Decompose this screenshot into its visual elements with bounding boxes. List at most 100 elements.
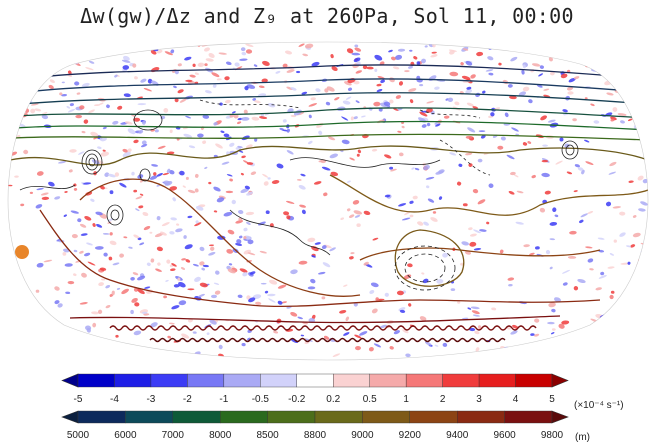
- wave-speckle: [282, 119, 287, 123]
- wave-speckle: [182, 185, 186, 188]
- wave-speckle: [132, 272, 139, 276]
- wave-speckle: [449, 152, 457, 156]
- wave-speckle: [608, 171, 616, 175]
- wave-speckle: [43, 69, 48, 74]
- wave-speckle: [73, 187, 78, 191]
- wave-speckle: [195, 205, 204, 211]
- wave-speckle: [75, 50, 84, 56]
- wave-speckle: [48, 84, 54, 90]
- wave-speckle: [23, 97, 30, 101]
- wave-speckle: [311, 61, 320, 67]
- wave-speckle: [585, 246, 593, 249]
- wave-speckle: [14, 297, 21, 303]
- wave-speckle: [213, 282, 220, 285]
- wave-speckle: [169, 231, 175, 235]
- wave-speckle: [134, 76, 138, 80]
- wave-speckle: [21, 80, 28, 85]
- colorbar-tick-label: 8800: [304, 430, 327, 441]
- wave-speckle: [175, 228, 183, 233]
- wave-speckle: [84, 215, 92, 221]
- wave-speckle: [371, 308, 378, 314]
- wave-speckle: [94, 104, 101, 107]
- wave-speckle: [8, 113, 17, 117]
- wave-speckle: [204, 47, 210, 52]
- wave-speckle: [610, 290, 615, 294]
- colorbar-swatch: [478, 373, 516, 388]
- wave-speckle: [284, 50, 293, 55]
- wave-speckle: [17, 62, 21, 66]
- wave-speckle: [180, 267, 186, 270]
- wave-speckle: [397, 48, 406, 52]
- wave-speckle: [95, 211, 103, 216]
- wave-speckle: [408, 65, 413, 69]
- wave-speckle: [117, 105, 123, 110]
- wave-speckle: [482, 90, 486, 94]
- wave-speckle: [597, 61, 602, 66]
- wave-speckle: [164, 180, 173, 186]
- wave-speckle: [507, 84, 513, 88]
- wave-speckle: [334, 96, 340, 101]
- wave-speckle: [241, 51, 247, 56]
- wave-speckle: [457, 300, 461, 304]
- wave-speckle: [424, 45, 428, 48]
- wave-speckle: [577, 167, 584, 171]
- wave-speckle: [443, 115, 450, 119]
- wave-speckle: [127, 128, 136, 135]
- wave-speckle: [322, 262, 331, 268]
- wave-speckle: [48, 181, 55, 187]
- wave-speckle: [470, 306, 480, 310]
- wave-speckle: [517, 355, 523, 360]
- wave-speckle: [587, 211, 594, 214]
- wave-speckle: [375, 297, 380, 302]
- wave-speckle: [32, 59, 42, 64]
- wave-speckle: [109, 50, 113, 54]
- wave-speckle: [190, 44, 196, 46]
- wave-speckle: [549, 221, 558, 226]
- wave-speckle: [234, 62, 240, 67]
- wave-speckle: [195, 220, 199, 224]
- wave-speckle: [343, 284, 348, 287]
- wave-speckle: [160, 351, 166, 356]
- wave-speckle: [310, 97, 316, 101]
- wave-speckle: [389, 99, 394, 104]
- colorbar-swatch: [457, 410, 505, 424]
- wave-speckle: [527, 141, 532, 144]
- wave-speckle: [202, 140, 207, 144]
- wave-speckle: [29, 191, 33, 194]
- wave-speckle: [121, 59, 131, 63]
- wave-speckle: [211, 72, 220, 78]
- wave-speckle: [616, 334, 621, 339]
- wave-speckle: [40, 43, 45, 46]
- wave-speckle: [562, 109, 568, 113]
- wave-speckle: [302, 53, 309, 57]
- wave-speckle: [627, 261, 631, 265]
- wave-speckle: [236, 239, 242, 244]
- colorbar-swatch: [260, 373, 297, 388]
- wave-speckle: [298, 184, 306, 190]
- wave-speckle: [241, 342, 246, 347]
- wave-speckle: [244, 85, 249, 91]
- wave-speckle: [59, 92, 63, 96]
- wave-speckle: [325, 101, 331, 106]
- wave-speckle: [329, 153, 339, 159]
- wave-speckle: [569, 230, 577, 235]
- wave-speckle: [90, 131, 99, 137]
- wave-speckle: [20, 203, 25, 207]
- wave-speckle: [296, 70, 301, 74]
- wave-speckle: [349, 256, 354, 260]
- wave-speckle: [194, 81, 199, 84]
- wave-speckle: [435, 123, 441, 127]
- wave-speckle: [426, 185, 430, 189]
- wave-speckle: [530, 333, 535, 336]
- wave-speckle: [548, 302, 556, 308]
- wave-speckle: [607, 266, 615, 269]
- wave-speckle: [583, 44, 590, 49]
- wave-speckle: [21, 90, 30, 95]
- wave-speckle: [435, 170, 444, 175]
- wave-speckle: [30, 108, 36, 114]
- wave-speckle: [101, 354, 107, 358]
- wave-speckle: [473, 229, 481, 234]
- wave-speckle: [409, 200, 414, 204]
- colorbar-tick-label: 0.5: [363, 394, 377, 405]
- wave-speckle: [423, 221, 429, 226]
